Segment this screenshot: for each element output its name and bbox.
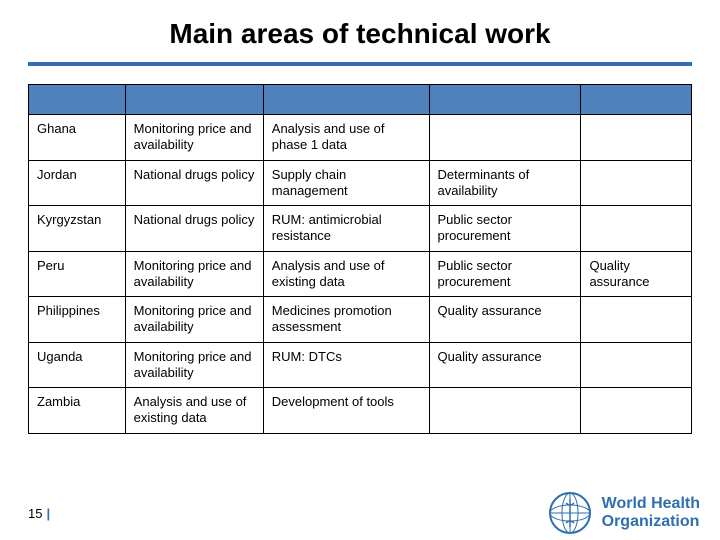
slide-footer: 15 | World Health Organiz	[0, 486, 720, 540]
work-area-cell: Public sector procurement	[429, 251, 581, 297]
country-cell: Philippines	[29, 297, 126, 343]
col-header	[581, 85, 692, 115]
country-cell: Ghana	[29, 115, 126, 161]
work-area-cell: RUM: antimicrobial resistance	[263, 206, 429, 252]
work-area-cell: National drugs policy	[125, 206, 263, 252]
work-area-cell: Quality assurance	[429, 297, 581, 343]
col-header	[263, 85, 429, 115]
work-area-cell: RUM: DTCs	[263, 342, 429, 388]
table-row: PhilippinesMonitoring price and availabi…	[29, 297, 692, 343]
work-area-cell: National drugs policy	[125, 160, 263, 206]
country-cell: Zambia	[29, 388, 126, 434]
who-wordmark: World Health Organization	[602, 495, 700, 530]
table-row: ZambiaAnalysis and use of existing dataD…	[29, 388, 692, 434]
table-row: JordanNational drugs policySupply chain …	[29, 160, 692, 206]
work-area-cell: Monitoring price and availability	[125, 251, 263, 297]
title-rule	[28, 62, 692, 66]
work-area-cell: Public sector procurement	[429, 206, 581, 252]
country-cell: Peru	[29, 251, 126, 297]
slide-title: Main areas of technical work	[28, 18, 692, 50]
work-area-cell	[581, 160, 692, 206]
work-area-cell: Analysis and use of phase 1 data	[263, 115, 429, 161]
work-area-cell	[581, 115, 692, 161]
country-cell: Uganda	[29, 342, 126, 388]
page-number: 15 |	[28, 506, 50, 521]
work-area-cell: Quality assurance	[429, 342, 581, 388]
work-area-cell: Analysis and use of existing data	[125, 388, 263, 434]
work-area-cell: Development of tools	[263, 388, 429, 434]
work-area-cell	[581, 388, 692, 434]
work-area-cell: Monitoring price and availability	[125, 297, 263, 343]
who-line-1: World Health	[602, 495, 700, 513]
page-number-value: 15	[28, 506, 42, 521]
table-row: GhanaMonitoring price and availabilityAn…	[29, 115, 692, 161]
work-area-cell	[581, 342, 692, 388]
col-header	[429, 85, 581, 115]
work-area-cell: Determinants of availability	[429, 160, 581, 206]
col-header	[29, 85, 126, 115]
table-row: PeruMonitoring price and availabilityAna…	[29, 251, 692, 297]
work-area-cell: Monitoring price and availability	[125, 342, 263, 388]
work-area-cell	[581, 206, 692, 252]
who-line-2: Organization	[602, 513, 700, 531]
who-logo-block: World Health Organization	[548, 491, 700, 535]
country-cell: Jordan	[29, 160, 126, 206]
who-emblem-icon	[548, 491, 592, 535]
table-row: UgandaMonitoring price and availabilityR…	[29, 342, 692, 388]
country-cell: Kyrgyzstan	[29, 206, 126, 252]
work-area-cell: Quality assurance	[581, 251, 692, 297]
work-area-cell	[429, 388, 581, 434]
work-area-cell	[429, 115, 581, 161]
page-number-separator: |	[46, 506, 50, 521]
table-row: KyrgyzstanNational drugs policyRUM: anti…	[29, 206, 692, 252]
work-area-cell: Supply chain management	[263, 160, 429, 206]
work-area-cell: Monitoring price and availability	[125, 115, 263, 161]
work-area-cell	[581, 297, 692, 343]
work-area-cell: Medicines promotion assessment	[263, 297, 429, 343]
col-header	[125, 85, 263, 115]
work-areas-table: GhanaMonitoring price and availabilityAn…	[28, 84, 692, 434]
work-area-cell: Analysis and use of existing data	[263, 251, 429, 297]
